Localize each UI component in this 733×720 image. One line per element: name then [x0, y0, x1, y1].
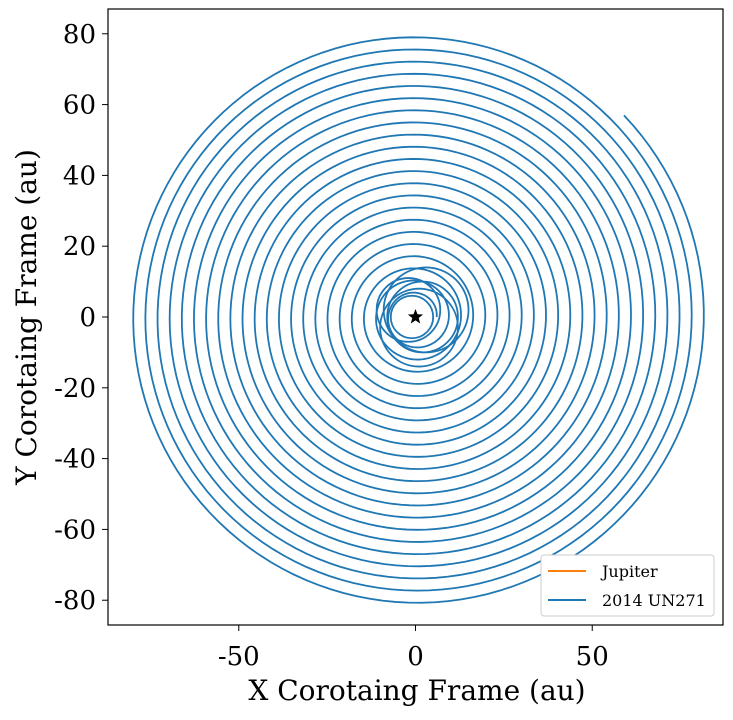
legend-label-jupiter: Jupiter	[600, 562, 658, 581]
y-tick-label: 0	[79, 303, 96, 333]
x-axis-ticks: -50 0 50	[218, 625, 609, 672]
y-axis-ticks: -80 -60 -40 -20 0 20 40 60 80	[54, 20, 108, 616]
y-tick-label: -40	[54, 445, 96, 475]
legend: Jupiter 2014 UN271	[540, 554, 715, 617]
x-axis-label: X Corotaing Frame (au)	[248, 674, 585, 707]
x-tick-label: 0	[407, 642, 424, 672]
y-tick-label: 80	[63, 20, 96, 50]
inner-loop	[382, 266, 470, 354]
y-tick-label: 40	[63, 161, 96, 191]
series-line-un271	[132, 36, 705, 604]
y-tick-label: -80	[54, 586, 96, 616]
y-tick-label: -60	[54, 515, 96, 545]
y-axis-label: Y Corotaing Frame (au)	[10, 149, 43, 486]
x-tick-label: 50	[576, 642, 609, 672]
inner-loop	[379, 287, 459, 368]
x-tick-label: -50	[218, 642, 260, 672]
legend-label-un271: 2014 UN271	[602, 591, 706, 610]
y-tick-label: -20	[54, 374, 96, 404]
series-layer	[132, 36, 705, 604]
inner-loop	[389, 294, 435, 340]
y-tick-label: 60	[63, 91, 96, 121]
star-marker	[407, 309, 424, 324]
y-tick-label: 20	[63, 232, 96, 262]
marker-layer	[407, 309, 424, 324]
